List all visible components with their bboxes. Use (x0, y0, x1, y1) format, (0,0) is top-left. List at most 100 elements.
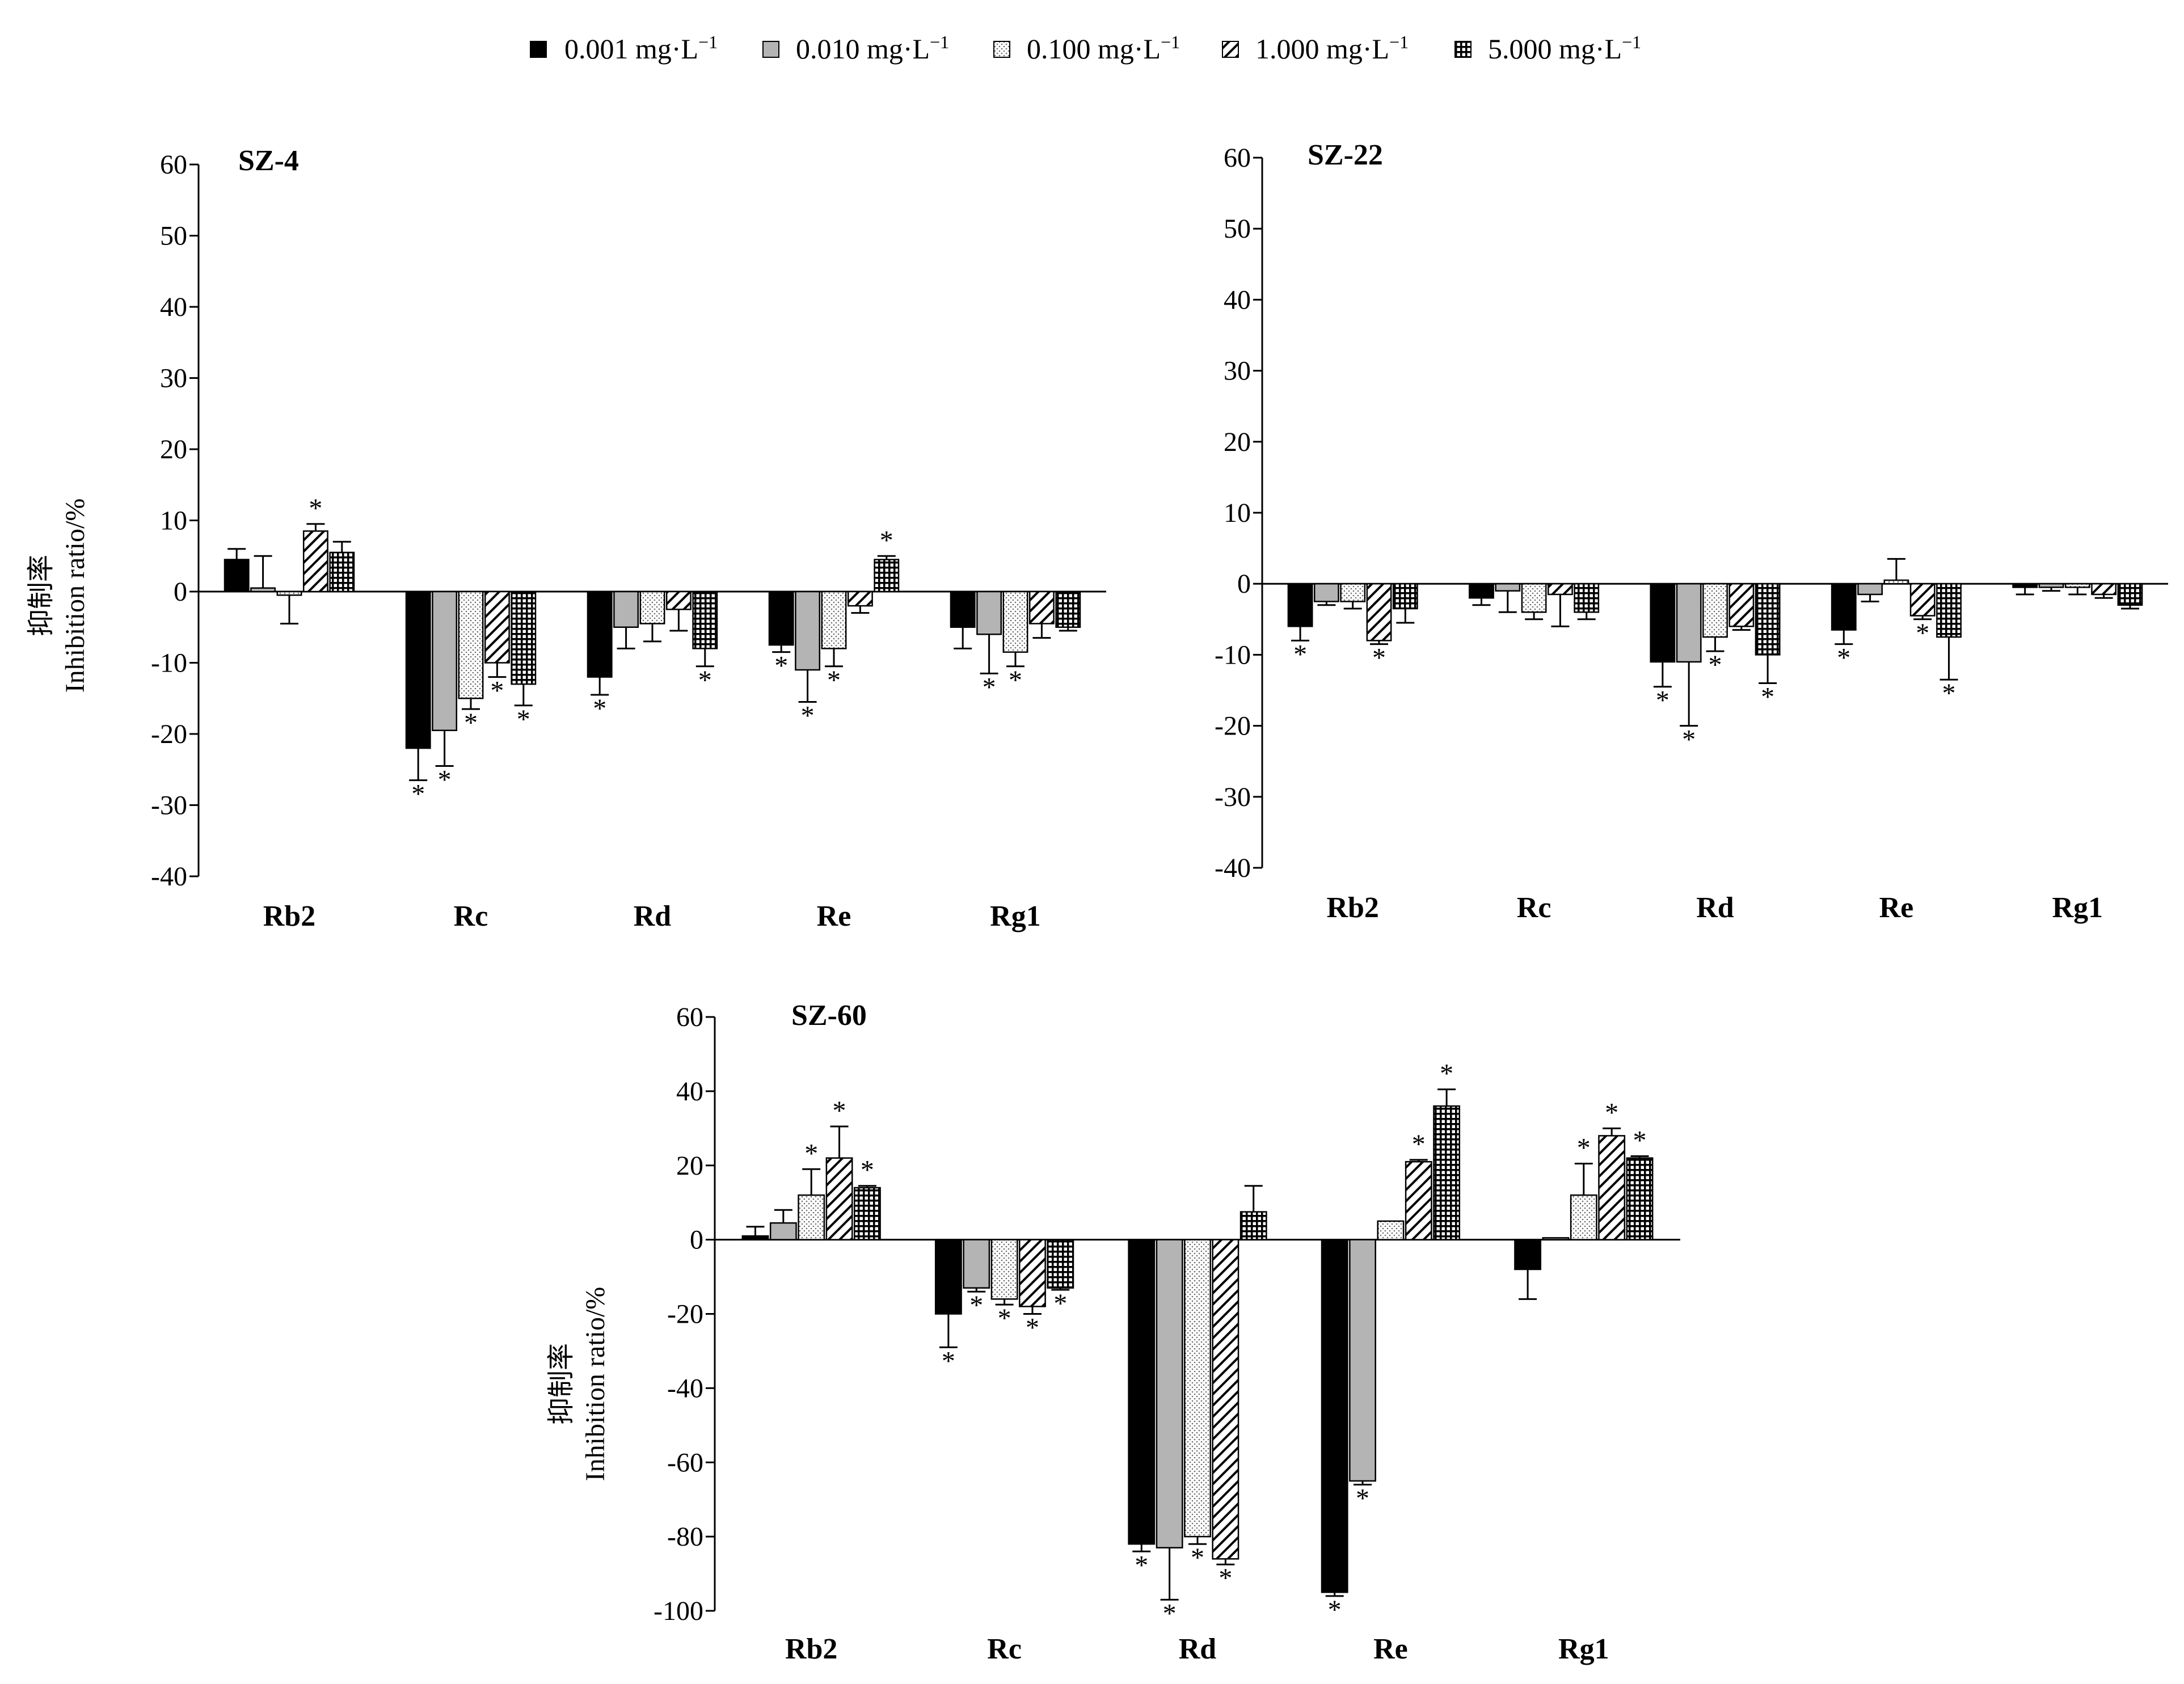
bar (874, 559, 900, 593)
significance-marker: * (983, 672, 996, 702)
significance-marker: * (1328, 1595, 1342, 1625)
bar (1212, 1239, 1239, 1560)
bar (1156, 1239, 1183, 1549)
bar (825, 1157, 853, 1240)
bar (1321, 1239, 1348, 1593)
bar (276, 590, 302, 596)
bar (990, 1239, 1018, 1300)
bar (1392, 583, 1418, 610)
y-tick-label: -20 (151, 719, 187, 749)
y-tick-label: 30 (160, 364, 187, 394)
significance-marker: * (1412, 1129, 1426, 1159)
bar (1702, 583, 1728, 638)
bar (768, 590, 794, 646)
bar (821, 590, 847, 649)
bar (484, 590, 510, 664)
significance-marker: * (464, 708, 478, 738)
significance-marker: * (774, 651, 788, 681)
significance-marker: * (804, 1138, 818, 1168)
significance-marker: * (801, 701, 815, 731)
significance-marker: * (1682, 725, 1696, 755)
bar (250, 587, 276, 593)
bar (1650, 583, 1676, 663)
significance-marker: * (1293, 639, 1307, 669)
significance-marker: * (1009, 665, 1022, 695)
y-tick-label: -30 (1215, 782, 1251, 812)
category-label: Re (817, 900, 851, 932)
bar (432, 590, 458, 731)
category-label: Rc (454, 900, 488, 932)
legend-item: 0.001 mg·L−1 (530, 32, 718, 65)
bar (692, 590, 718, 649)
bar (1055, 590, 1081, 628)
y-tick-label: 40 (160, 292, 187, 322)
significance-marker: * (942, 1346, 955, 1376)
y-tick-label: -10 (1215, 640, 1251, 670)
y-tick-label: 20 (1224, 427, 1251, 457)
category-label: Rb2 (1326, 892, 1378, 924)
bar (1469, 583, 1494, 599)
bar (1755, 583, 1781, 656)
bar (2012, 583, 2038, 588)
y-tick-label: 10 (160, 506, 187, 536)
bar (224, 559, 250, 593)
panel-title: SZ-60 (791, 999, 867, 1032)
bar (1521, 583, 1547, 613)
significance-marker: * (827, 665, 841, 695)
bar (847, 590, 873, 607)
bar (741, 1235, 769, 1240)
y-tick-label: 20 (160, 434, 187, 465)
significance-marker: * (593, 694, 606, 724)
significance-marker: * (1356, 1484, 1369, 1514)
bar (405, 590, 431, 749)
bar (1676, 583, 1702, 663)
bar (302, 530, 328, 593)
panel-title: SZ-4 (238, 145, 299, 177)
bar (1909, 583, 1936, 617)
bar (511, 590, 537, 685)
bar (1405, 1160, 1432, 1240)
bar (639, 590, 665, 624)
bar (1313, 583, 1339, 602)
y-axis-label-cn: 抑制率 (546, 1343, 576, 1425)
significance-marker: * (1026, 1313, 1039, 1343)
legend-swatch (530, 41, 547, 58)
significance-marker: * (969, 1290, 983, 1320)
bar (587, 590, 613, 678)
category-label: Rd (1179, 1633, 1217, 1665)
y-tick-label: -20 (1215, 711, 1251, 741)
bar (1349, 1239, 1376, 1482)
y-tick-label: 0 (1237, 569, 1251, 599)
y-tick-label: -80 (667, 1522, 703, 1552)
bar (613, 590, 639, 628)
bar (795, 590, 821, 671)
significance-marker: * (1837, 643, 1850, 673)
bar (1574, 583, 1600, 613)
y-tick-label: 60 (676, 1002, 703, 1032)
category-label: Rb2 (785, 1633, 837, 1665)
y-tick-label: 40 (1224, 285, 1251, 315)
bar (1366, 583, 1392, 641)
significance-marker: * (517, 704, 530, 735)
significance-marker: * (1372, 643, 1386, 673)
y-axis-label: Inhibition ratio/% (60, 499, 90, 693)
legend-swatch (993, 41, 1010, 58)
legend-item: 5.000 mg·L−1 (1454, 32, 1641, 65)
legend-item: 0.010 mg·L−1 (762, 32, 949, 65)
bar (1883, 579, 1909, 585)
bar (798, 1194, 825, 1240)
significance-marker: * (1219, 1563, 1232, 1593)
bar (1287, 583, 1313, 627)
y-tick-label: 60 (160, 150, 187, 180)
bar (1542, 1237, 1570, 1240)
bar (934, 1239, 962, 1315)
significance-marker: * (998, 1303, 1011, 1333)
bar (853, 1187, 881, 1240)
y-tick-label: 60 (1224, 143, 1251, 173)
bar (1019, 1239, 1046, 1307)
category-label: Re (1373, 1633, 1408, 1665)
significance-marker: * (1709, 650, 1722, 680)
y-tick-label: 40 (676, 1077, 703, 1107)
bar (1002, 590, 1028, 653)
significance-marker: * (1135, 1550, 1148, 1580)
